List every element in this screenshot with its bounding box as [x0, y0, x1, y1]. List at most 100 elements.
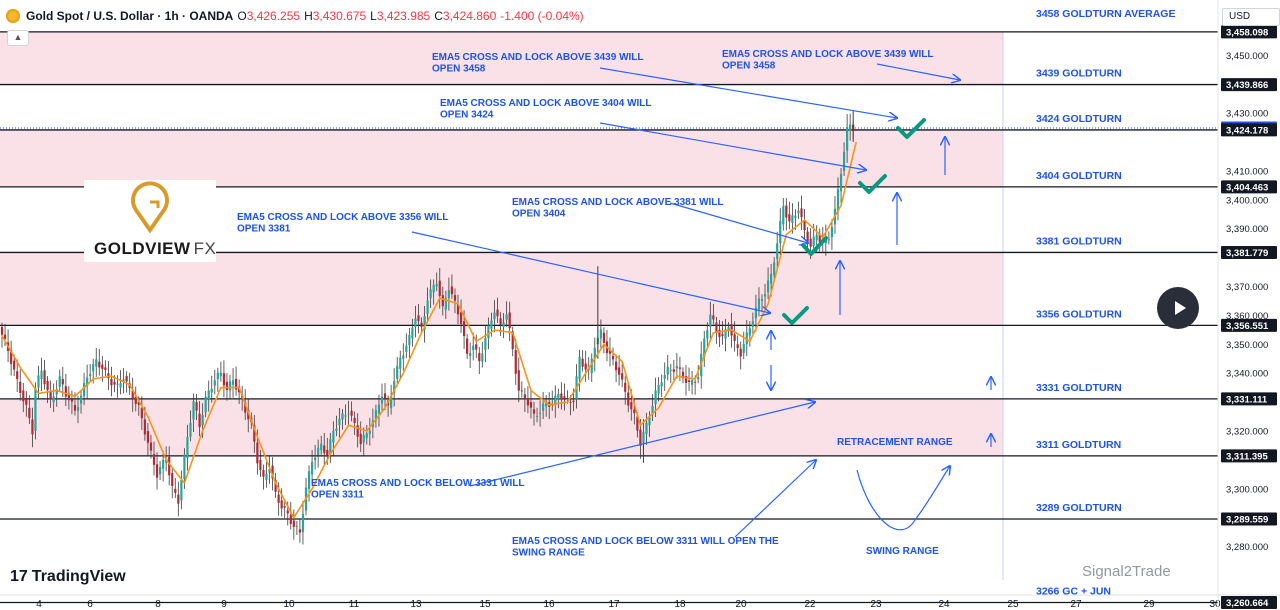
open-label: O — [237, 9, 247, 23]
annotation-6: EMA5 CROSS AND LOCK BELOW 3311 WILL OPEN… — [512, 536, 779, 559]
chart-header: Gold Spot / U.S. Dollar · 1h · OANDA O 3,… — [6, 7, 584, 25]
candle-body — [253, 425, 256, 442]
candle-body — [654, 390, 657, 405]
candle-body — [745, 332, 748, 345]
candle-body — [572, 400, 575, 402]
candle-body — [362, 434, 365, 443]
price-tag-bg-5 — [1221, 245, 1277, 259]
zone-2 — [0, 252, 1003, 326]
candle-body — [64, 386, 67, 397]
candle-body — [314, 457, 317, 460]
candle-body — [408, 335, 411, 346]
high-value: 3,430.675 — [312, 9, 367, 23]
candle-body — [268, 468, 271, 473]
candle-body — [669, 369, 672, 371]
x-tick-10: 18 — [674, 599, 686, 610]
candle-body — [456, 303, 460, 315]
candle-body — [359, 433, 362, 445]
candle-body — [0, 326, 4, 335]
candle-body — [79, 395, 83, 404]
candle-body — [43, 370, 46, 385]
x-tick-18: 30 — [1209, 599, 1221, 610]
candle-body — [535, 416, 539, 417]
candle-body — [231, 380, 235, 385]
candle-body — [73, 404, 77, 411]
candle-body — [633, 409, 636, 414]
price-tag-bg-10 — [1221, 595, 1277, 609]
symbol-title[interactable]: Gold Spot / U.S. Dollar · 1h · OANDA — [26, 9, 234, 23]
candle-body — [757, 298, 761, 310]
level-label-5: 3356 GOLDTURN — [1036, 308, 1122, 320]
candle-body — [310, 461, 314, 475]
price-tag-bg-7 — [1221, 392, 1277, 406]
goldviewfx-logo — [84, 180, 216, 262]
candle-body — [797, 210, 800, 214]
candle-body — [402, 355, 405, 359]
candle-body — [760, 299, 764, 301]
y-tick-7: 3,350.000 — [1226, 340, 1268, 351]
tradingview-logo[interactable]: 17 TradingView — [10, 568, 126, 586]
candle-body — [219, 372, 222, 377]
price-tag-1: 3,439.866 — [1226, 80, 1268, 91]
candle-body — [411, 327, 414, 339]
candle-body — [754, 307, 758, 319]
candle-body — [341, 413, 344, 420]
candle-body — [450, 286, 454, 295]
candle-body — [687, 380, 691, 382]
candle-body — [368, 430, 371, 434]
candle-body — [107, 373, 110, 379]
candle-body — [374, 410, 378, 421]
candle-body — [472, 345, 475, 351]
candle-body — [624, 382, 627, 392]
candle-body — [563, 396, 566, 399]
candle-body — [803, 220, 806, 231]
candle-body — [317, 447, 320, 456]
candle-body — [92, 364, 95, 372]
y-tick-8: 3,340.000 — [1226, 369, 1268, 380]
watermark-text: Signal2Trade — [1082, 563, 1171, 580]
x-tick-0: 4 — [36, 599, 42, 610]
candle-body — [283, 506, 286, 508]
candle-body — [487, 325, 490, 339]
candle-body — [307, 471, 311, 489]
candle-body — [34, 388, 37, 431]
ohlc-low: L3,423.985 — [370, 9, 430, 23]
candle-body — [271, 465, 274, 479]
candle-body — [301, 513, 305, 533]
price-axis: 3,450.000 3,430.000 3,410.000 3,400.000 3,39… — [1219, 0, 1280, 609]
candle-body — [779, 220, 782, 244]
candle-body — [694, 381, 697, 383]
candle-body — [788, 214, 791, 222]
candle-body — [198, 413, 201, 428]
candle-body — [675, 366, 678, 369]
currency-selector[interactable]: USD — [1222, 8, 1280, 26]
candle-body — [447, 289, 450, 299]
candle-body — [162, 459, 165, 469]
candle-body — [353, 417, 356, 423]
candle-body — [657, 384, 660, 394]
candle-body — [3, 334, 7, 339]
candle-body — [839, 173, 843, 192]
annotation-3: EMA5 CROSS AND LOCK ABOVE 3381 WILL OPEN … — [512, 197, 724, 220]
candle-body — [216, 372, 219, 379]
x-tick-16: 27 — [1070, 599, 1082, 610]
candle-body — [520, 390, 523, 392]
y-tick-1: 3,430.000 — [1226, 109, 1268, 120]
collapse-legend-button[interactable]: ▲ — [7, 30, 29, 46]
price-tag-10: 3,260.664 — [1226, 598, 1269, 609]
zone-1 — [0, 129, 1003, 187]
change-value: -1.400 (-0.04%) — [500, 9, 584, 23]
candle-body — [614, 361, 618, 371]
candle-body — [736, 344, 739, 349]
candle-body — [383, 393, 387, 399]
candle-body — [529, 402, 533, 408]
ema5-path — [1, 141, 857, 520]
annotation-7: RETRACEMENT RANGE — [837, 437, 953, 448]
x-tick-8: 16 — [543, 599, 555, 610]
candle-body — [466, 338, 469, 354]
candle-body — [703, 338, 706, 358]
candle-body — [426, 300, 429, 314]
play-button[interactable] — [1157, 287, 1199, 329]
price-tag-9: 3,289.559 — [1226, 514, 1268, 525]
